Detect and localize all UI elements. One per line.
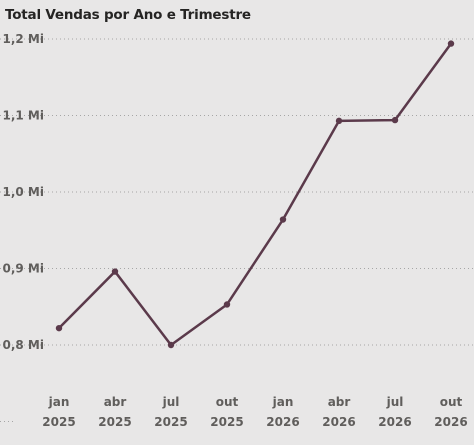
x-tick-label-month: out <box>440 395 463 409</box>
y-tick-label: 0,9 Mi <box>3 262 45 276</box>
x-tick-label-year: 2025 <box>210 415 243 429</box>
x-tick-label-month: jan <box>272 395 294 409</box>
y-tick-label: 1,1 Mi <box>3 109 45 123</box>
x-tick-label-month: out <box>216 395 239 409</box>
x-tick-label-year: 2026 <box>322 415 355 429</box>
x-tick-label-month: jul <box>386 395 404 409</box>
x-tick-label-month: abr <box>328 395 351 409</box>
x-tick-label-year: 2026 <box>378 415 411 429</box>
series-sales <box>55 40 455 349</box>
x-tick-label-month: jan <box>48 395 70 409</box>
chart-title: Total Vendas por Ano e Trimestre <box>5 7 251 23</box>
data-point[interactable] <box>335 117 343 125</box>
y-tick-label: 1,0 Mi <box>3 185 45 199</box>
data-point[interactable] <box>223 301 231 308</box>
gridlines <box>0 38 474 422</box>
x-tick-label-year: 2025 <box>42 415 75 429</box>
x-tick-label-year: 2026 <box>266 415 299 429</box>
data-point[interactable] <box>55 324 63 332</box>
y-tick-label: 0,8 Mi <box>3 338 45 352</box>
series-line <box>58 42 453 347</box>
y-axis: 0,8 Mi 0,9 Mi 1,0 Mi 1,1 Mi 1,2 Mi <box>3 32 45 352</box>
y-tick-label: 1,2 Mi <box>3 32 45 46</box>
x-tick-label-year: 2025 <box>154 415 187 429</box>
data-point[interactable] <box>111 268 119 275</box>
data-point[interactable] <box>447 40 455 47</box>
x-axis: jan 2025 abr 2025 jul 2025 out 2025 jan 2026 abr 20… <box>42 395 467 429</box>
x-tick-label-year: 2025 <box>98 415 131 429</box>
x-tick-label-year: 2026 <box>434 415 467 429</box>
data-point[interactable] <box>167 341 175 349</box>
x-tick-label-month: jul <box>162 395 180 409</box>
data-point[interactable] <box>279 216 287 223</box>
x-tick-label-month: abr <box>104 395 127 409</box>
data-point[interactable] <box>391 116 399 124</box>
